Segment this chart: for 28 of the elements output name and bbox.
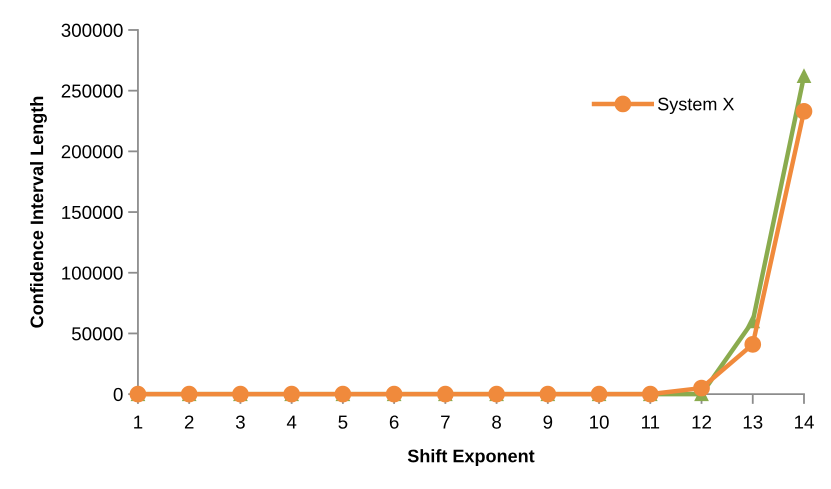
x-tick-label: 10: [590, 415, 609, 429]
y-tick-label: 250000: [62, 84, 123, 98]
y-axis-title: Confidence Interval Length: [30, 96, 47, 328]
x-axis-title: Shift Exponent: [408, 449, 534, 466]
y-tick-label: 100000: [62, 266, 123, 280]
x-tick-label: 5: [338, 416, 348, 429]
x-tick-label: 11: [642, 416, 660, 429]
point: [693, 380, 710, 396]
point: [796, 102, 812, 120]
y-tick-label: 50000: [72, 327, 123, 340]
x-tick-label: 9: [543, 415, 552, 429]
x-tick-label: 1: [134, 416, 142, 429]
x-tick-label: 4: [286, 416, 296, 429]
point: [797, 69, 811, 84]
point: [744, 336, 762, 353]
x-tick-label: 13: [744, 415, 762, 429]
y-tick-label: 150000: [62, 206, 123, 220]
x-tick-label: 7: [441, 416, 450, 429]
y-tick-label: 200000: [62, 145, 123, 158]
y-tick-label: 300000: [62, 24, 123, 37]
x-tick-label: 8: [492, 415, 501, 429]
x-tick-label: 6: [390, 415, 399, 429]
x-tick-label: 12: [692, 415, 712, 429]
x-tick-label: 14: [794, 416, 814, 429]
legend-label: System X: [658, 98, 734, 114]
y-tick-label: 0: [114, 388, 123, 402]
x-tick-label: 2: [184, 415, 194, 429]
x-tick-label: 3: [236, 415, 245, 429]
